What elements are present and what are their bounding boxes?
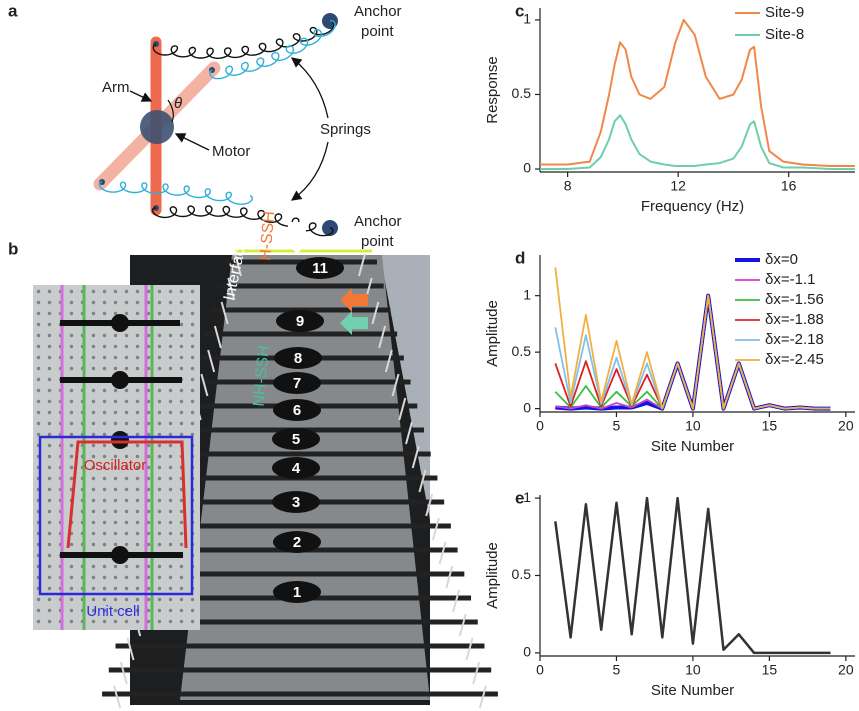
legend-label: δx=-2.18 — [765, 331, 824, 348]
figure: a θ Arm Motor Springs Anchor point Ancho… — [0, 0, 859, 711]
x-tick-label: 15 — [762, 662, 778, 678]
rod — [460, 614, 466, 636]
page: { "panel_a": {"label": "a", "arm": "Arm"… — [0, 0, 859, 711]
rod — [453, 590, 459, 612]
site-number: 5 — [292, 431, 300, 448]
x-tick-label: 8 — [564, 178, 572, 194]
spring — [210, 21, 335, 79]
angle-label: θ — [174, 95, 182, 112]
y-tick-label: 1 — [523, 11, 531, 27]
y-axis-label: Response — [484, 56, 501, 124]
rod — [440, 542, 446, 564]
rod — [480, 686, 486, 708]
x-axis-label: Frequency (Hz) — [641, 198, 744, 215]
x-tick-label: 15 — [762, 418, 778, 434]
panel-label: d — [515, 248, 525, 267]
x-tick-label: 0 — [536, 662, 544, 678]
site-number: 2 — [293, 534, 301, 551]
legend-label: δx=-1.88 — [765, 311, 824, 328]
y-tick-label: 0 — [523, 160, 531, 176]
panel-a: a θ Arm Motor Springs Anchor point Ancho… — [8, 1, 402, 249]
rod — [121, 662, 127, 684]
unit-cell-label: Unit cell — [86, 603, 139, 620]
panel-label: a — [8, 1, 18, 20]
x-axis-label: Site Number — [651, 438, 734, 455]
series-line — [555, 498, 830, 653]
x-tick-label: 12 — [670, 178, 686, 194]
x-tick-label: 10 — [685, 418, 701, 434]
y-tick-label: 0.5 — [512, 566, 532, 582]
rod — [114, 686, 120, 708]
y-tick-label: 1 — [523, 489, 531, 505]
arrow — [292, 142, 328, 200]
y-tick-label: 0 — [523, 644, 531, 660]
x-tick-label: 20 — [838, 662, 854, 678]
rod — [466, 638, 472, 660]
y-tick-label: 0 — [523, 399, 531, 415]
legend-label: Site-8 — [765, 26, 804, 43]
series-line — [540, 20, 855, 166]
site-number: 3 — [292, 494, 300, 511]
arrow — [176, 134, 209, 150]
y-tick-label: 1 — [523, 286, 531, 302]
y-tick-label: 0.5 — [512, 85, 532, 101]
y-tick-label: 0.5 — [512, 343, 532, 359]
x-tick-label: 16 — [781, 178, 797, 194]
rod — [446, 566, 452, 588]
y-axis-label: Amplitude — [484, 300, 501, 367]
site-number: 7 — [293, 375, 301, 392]
panel-label: b — [8, 239, 18, 258]
anchor-label: point — [361, 233, 394, 250]
h-ssh-label: H-SSH — [257, 210, 278, 261]
site-number: 8 — [294, 350, 302, 367]
x-tick-label: 10 — [685, 662, 701, 678]
legend-label: δx=-2.45 — [765, 351, 824, 368]
anchor-label: point — [361, 23, 394, 40]
legend-label: Site-9 — [765, 4, 804, 21]
anchor-label: Anchor — [354, 3, 402, 20]
anchor-label: Anchor — [354, 213, 402, 230]
arrow — [130, 91, 151, 101]
x-tick-label: 0 — [536, 418, 544, 434]
legend-label: δx=-1.1 — [765, 271, 815, 288]
rod — [433, 518, 439, 540]
site-number: 11 — [312, 260, 328, 277]
motor-label: Motor — [212, 143, 250, 160]
oscillator-label: Oscillator — [84, 457, 147, 474]
site-number: 4 — [292, 460, 301, 477]
site-number: 1 — [293, 584, 301, 601]
site-number: 9 — [296, 313, 304, 330]
x-tick-label: 5 — [613, 418, 621, 434]
arrow — [292, 58, 328, 118]
legend-label: δx=0 — [765, 251, 798, 268]
legend-label: δx=-1.56 — [765, 291, 824, 308]
x-axis-label: Site Number — [651, 682, 734, 699]
arm-label: Arm — [102, 79, 130, 96]
y-axis-label: Amplitude — [484, 542, 501, 609]
x-tick-label: 5 — [613, 662, 621, 678]
rod — [473, 662, 479, 684]
motor — [140, 110, 174, 144]
x-tick-label: 20 — [838, 418, 854, 434]
spring — [99, 182, 252, 204]
site-number: 6 — [293, 402, 301, 419]
springs-label: Springs — [320, 121, 371, 138]
